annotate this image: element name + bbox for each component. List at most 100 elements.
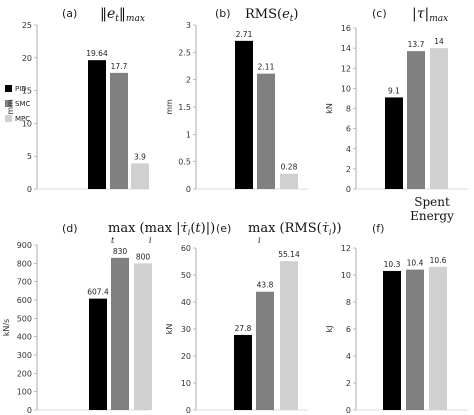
value-label-smc: 10.4 — [407, 259, 424, 268]
value-label-pid: 9.1 — [388, 86, 400, 95]
bar-pid — [89, 298, 107, 410]
y-tick-label: 14 — [341, 44, 351, 53]
value-label-pid: 19.64 — [86, 49, 108, 58]
value-label-mpc: 10.6 — [430, 256, 447, 265]
y-axis-label: mm — [6, 99, 15, 115]
bar-smc — [110, 72, 128, 189]
y-tick-label: 2 — [186, 76, 191, 85]
panel-letter: (b) — [215, 7, 231, 20]
y-tick-label: 10 — [181, 379, 191, 388]
bar-pid — [88, 60, 106, 190]
y-tick-label: 20 — [181, 352, 191, 361]
panel-title: RMS(et) — [245, 7, 298, 24]
panel-title: max (max |τ̇i(t)|) — [108, 221, 215, 237]
panel-title: Spent — [414, 195, 450, 209]
bar-smc — [111, 257, 129, 410]
legend-swatch-smc — [5, 100, 12, 107]
bar-smc — [406, 269, 424, 410]
y-tick-label: 15 — [22, 87, 32, 96]
y-tick-label: 700 — [17, 278, 32, 287]
y-tick-label: 0 — [27, 185, 32, 194]
legend-label-mpc: MPC — [15, 115, 30, 123]
legend-swatch-mpc — [5, 115, 12, 122]
panel-title: max (RMS(τ̇i)) — [248, 221, 342, 237]
value-label-mpc: 800 — [136, 252, 151, 261]
y-tick-label: 400 — [17, 333, 32, 342]
y-tick-label: 8 — [346, 105, 351, 114]
legend-swatch-pid — [5, 85, 12, 92]
y-axis-label: kJ — [325, 326, 334, 333]
bar-smc — [407, 51, 425, 189]
y-tick-label: 1.5 — [178, 103, 191, 112]
bar-mpc — [280, 173, 298, 189]
y-tick-label: 25 — [22, 21, 32, 30]
y-tick-label: 0 — [186, 406, 191, 415]
panel-letter: (a) — [62, 7, 77, 20]
panel-title-line2: Energy — [410, 209, 454, 223]
y-tick-label: 10 — [22, 119, 32, 128]
bar-pid — [234, 334, 252, 410]
bar-mpc — [280, 261, 298, 410]
y-tick-label: 2 — [346, 379, 351, 388]
y-tick-label: 100 — [17, 388, 32, 397]
y-tick-label: 16 — [341, 24, 351, 33]
y-tick-label: 600 — [17, 296, 32, 305]
y-tick-label: 4 — [346, 145, 351, 154]
value-label-smc: 830 — [113, 247, 128, 256]
y-tick-label: 0 — [186, 185, 191, 194]
y-tick-label: 800 — [17, 259, 32, 268]
bar-mpc — [134, 263, 152, 410]
y-tick-label: 0 — [27, 406, 32, 415]
y-tick-label: 40 — [181, 298, 191, 307]
y-tick-label: 4 — [346, 352, 351, 361]
value-label-mpc: 14 — [434, 37, 444, 46]
panel-letter: (c) — [372, 7, 387, 20]
value-label-pid: 2.71 — [236, 30, 253, 39]
value-label-pid: 27.8 — [235, 324, 252, 333]
y-tick-label: 0 — [346, 406, 351, 415]
y-tick-label: 6 — [346, 325, 351, 334]
y-tick-label: 12 — [341, 64, 351, 73]
y-tick-label: 12 — [341, 244, 351, 253]
y-axis-label: mm — [165, 99, 174, 115]
bar-mpc — [429, 266, 447, 410]
y-tick-label: 8 — [346, 298, 351, 307]
value-label-mpc: 3.9 — [134, 152, 146, 161]
y-tick-label: 60 — [181, 244, 191, 253]
y-tick-label: 0.5 — [178, 158, 191, 167]
y-tick-label: 2 — [346, 165, 351, 174]
y-tick-label: 300 — [17, 351, 32, 360]
panel-letter: (e) — [216, 222, 231, 235]
legend-label-pid: PID — [15, 85, 27, 93]
panel-e: (e) max (RMS(τ̇i))i 0 10 20 30 40 50 60 kN 27.8 43.… — [165, 221, 342, 415]
value-label-mpc: 0.28 — [281, 163, 298, 172]
y-tick-label: 10 — [341, 84, 351, 93]
title-subscript: i — [258, 236, 261, 245]
y-tick-label: 0 — [346, 185, 351, 194]
value-label-smc: 13.7 — [408, 40, 425, 49]
bar-mpc — [131, 163, 149, 189]
y-axis-label: kN — [165, 324, 174, 335]
y-tick-label: 500 — [17, 314, 32, 323]
panel-b: (b) RMS(et) 0 0.5 1 1.5 2 2.5 3 mm 2.71 2.11 0.28 — [165, 7, 308, 194]
bar-pid — [383, 270, 401, 410]
title-subscript: i — [149, 236, 152, 245]
bar-pid — [385, 97, 403, 189]
y-tick-label: 200 — [17, 369, 32, 378]
title-subscript: t — [111, 236, 115, 245]
bar-mpc — [430, 48, 448, 189]
value-label-mpc: 55.14 — [278, 250, 300, 259]
y-tick-label: 3 — [186, 21, 191, 30]
panel-d: (d) max (max |τ̇i(t)|)t i01002003004005006… — [2, 221, 215, 415]
y-tick-label: 10 — [341, 271, 351, 280]
y-axis-label: kN — [325, 103, 334, 114]
y-tick-label: 5 — [27, 152, 32, 161]
panel-c: (c) |τ|max 0 2 4 6 8 10 12 14 16 kN 9.1 13.7 14 — [325, 6, 468, 194]
panel-title: |τ|max — [412, 6, 448, 24]
value-label-smc: 43.8 — [257, 281, 274, 290]
value-label-pid: 10.3 — [384, 260, 401, 269]
